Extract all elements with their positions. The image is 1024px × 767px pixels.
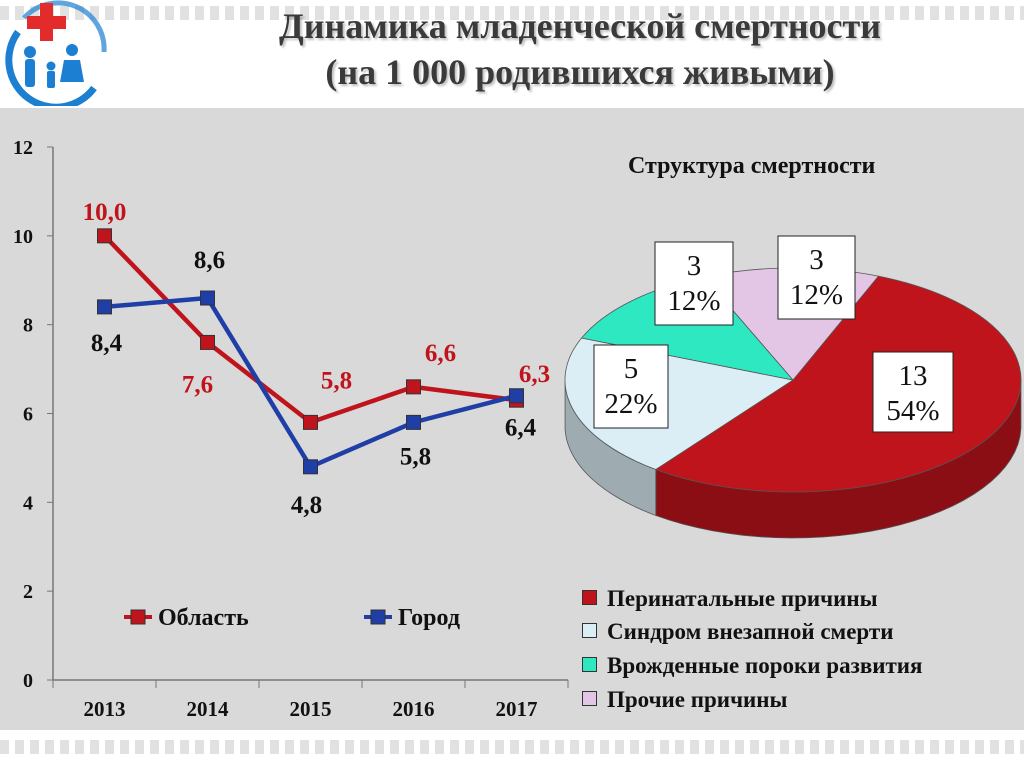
- legend-swatch-perinatal: [582, 590, 597, 605]
- pie-legend-item-congenital: Врожденные пороки развития: [582, 653, 923, 681]
- y-tick-label: 0: [23, 670, 33, 692]
- pie-label-value-0: 13: [899, 360, 928, 392]
- pie-legend-item-sids: Синдром внезапной смерти: [582, 619, 893, 647]
- legend-label: Область: [158, 605, 249, 631]
- series-0-marker: [303, 414, 318, 430]
- data-label: 8,6: [194, 247, 225, 274]
- series-1-marker: [97, 299, 112, 315]
- pie-legend-item-other: Прочие причины: [582, 687, 788, 715]
- slide-title-line1: Динамика младенческой смертности: [279, 6, 881, 46]
- series-0-marker: [406, 379, 421, 395]
- legend-marker: [130, 609, 146, 625]
- x-tick-label: 2014: [187, 697, 230, 721]
- legend-label-sids: Синдром внезапной смерти: [607, 619, 894, 644]
- line-chart: 0 2 4 6 8 10 12 2013 2014 2015 2016 2017 10,0 7,6 5,8 6…: [13, 137, 569, 721]
- y-tick-label: 2: [23, 581, 33, 603]
- series-line-0: [102, 234, 517, 425]
- pie-chart-title: Структура смертности: [628, 153, 876, 179]
- y-tick-label: 4: [23, 492, 33, 514]
- series-line-1: [104, 295, 518, 470]
- pie-label-percent-3: 12%: [790, 279, 843, 311]
- data-label: 10,0: [83, 199, 127, 226]
- legend-swatch-congenital: [582, 657, 597, 672]
- slide-title-line2: (на 1 000 родившихся живыми): [325, 52, 835, 92]
- legend-swatch-other: [582, 691, 597, 706]
- x-tick-label: 2013: [84, 697, 126, 721]
- pie-label-percent-2: 12%: [667, 285, 720, 317]
- series-1-marker: [509, 388, 524, 404]
- data-label: 8,4: [91, 330, 123, 357]
- series-1-marker: [200, 290, 215, 306]
- data-label: 7,6: [182, 371, 213, 398]
- data-label: 5,8: [321, 367, 352, 394]
- pie-label-value-3: 3: [809, 244, 824, 276]
- decorative-strip-bottom: [0, 740, 1024, 754]
- family-cross-logo-icon: [5, 0, 107, 106]
- data-label: 4,8: [291, 492, 322, 519]
- legend-label-other: Прочие причины: [607, 687, 788, 712]
- series-1-marker: [303, 459, 318, 475]
- x-tick-label: 2015: [290, 697, 332, 721]
- legend-label-congenital: Врожденные пороки развития: [607, 653, 923, 678]
- legend-marker: [370, 609, 386, 625]
- legend-swatch-sids: [582, 623, 597, 638]
- series-1-marker: [406, 414, 421, 430]
- pie-label-value-1: 5: [624, 353, 639, 385]
- pie-label-box-1: [593, 344, 669, 429]
- pie-slice-0: [654, 275, 1022, 493]
- legend-label: Город: [398, 605, 460, 631]
- pie-legend-item-perinatal: Перинатальные причины: [582, 586, 878, 614]
- y-tick-label: 10: [13, 226, 33, 248]
- pie-label-box-0: [872, 351, 954, 433]
- y-tick-label: 8: [23, 315, 33, 337]
- decorative-strip-top: [0, 6, 1024, 20]
- y-tick-label: 12: [13, 137, 33, 159]
- x-tick-label: 2016: [393, 697, 435, 721]
- x-tick-label: 2017: [496, 697, 538, 721]
- data-label: 6,3: [519, 361, 550, 388]
- pie-label-box-2: [654, 241, 734, 326]
- y-tick-label: 6: [23, 404, 33, 426]
- series-0-marker: [97, 228, 112, 244]
- pie-label-value-2: 3: [687, 250, 702, 282]
- pie-label-percent-1: 22%: [604, 388, 657, 420]
- pie-label-box-3: [777, 235, 856, 320]
- data-label: 6,6: [425, 340, 456, 367]
- series-0-marker: [200, 334, 215, 350]
- pie-label-percent-0: 54%: [886, 395, 939, 427]
- legend-label-perinatal: Перинатальные причины: [607, 586, 878, 611]
- data-label: 5,8: [400, 443, 431, 470]
- data-label: 6,4: [505, 415, 537, 442]
